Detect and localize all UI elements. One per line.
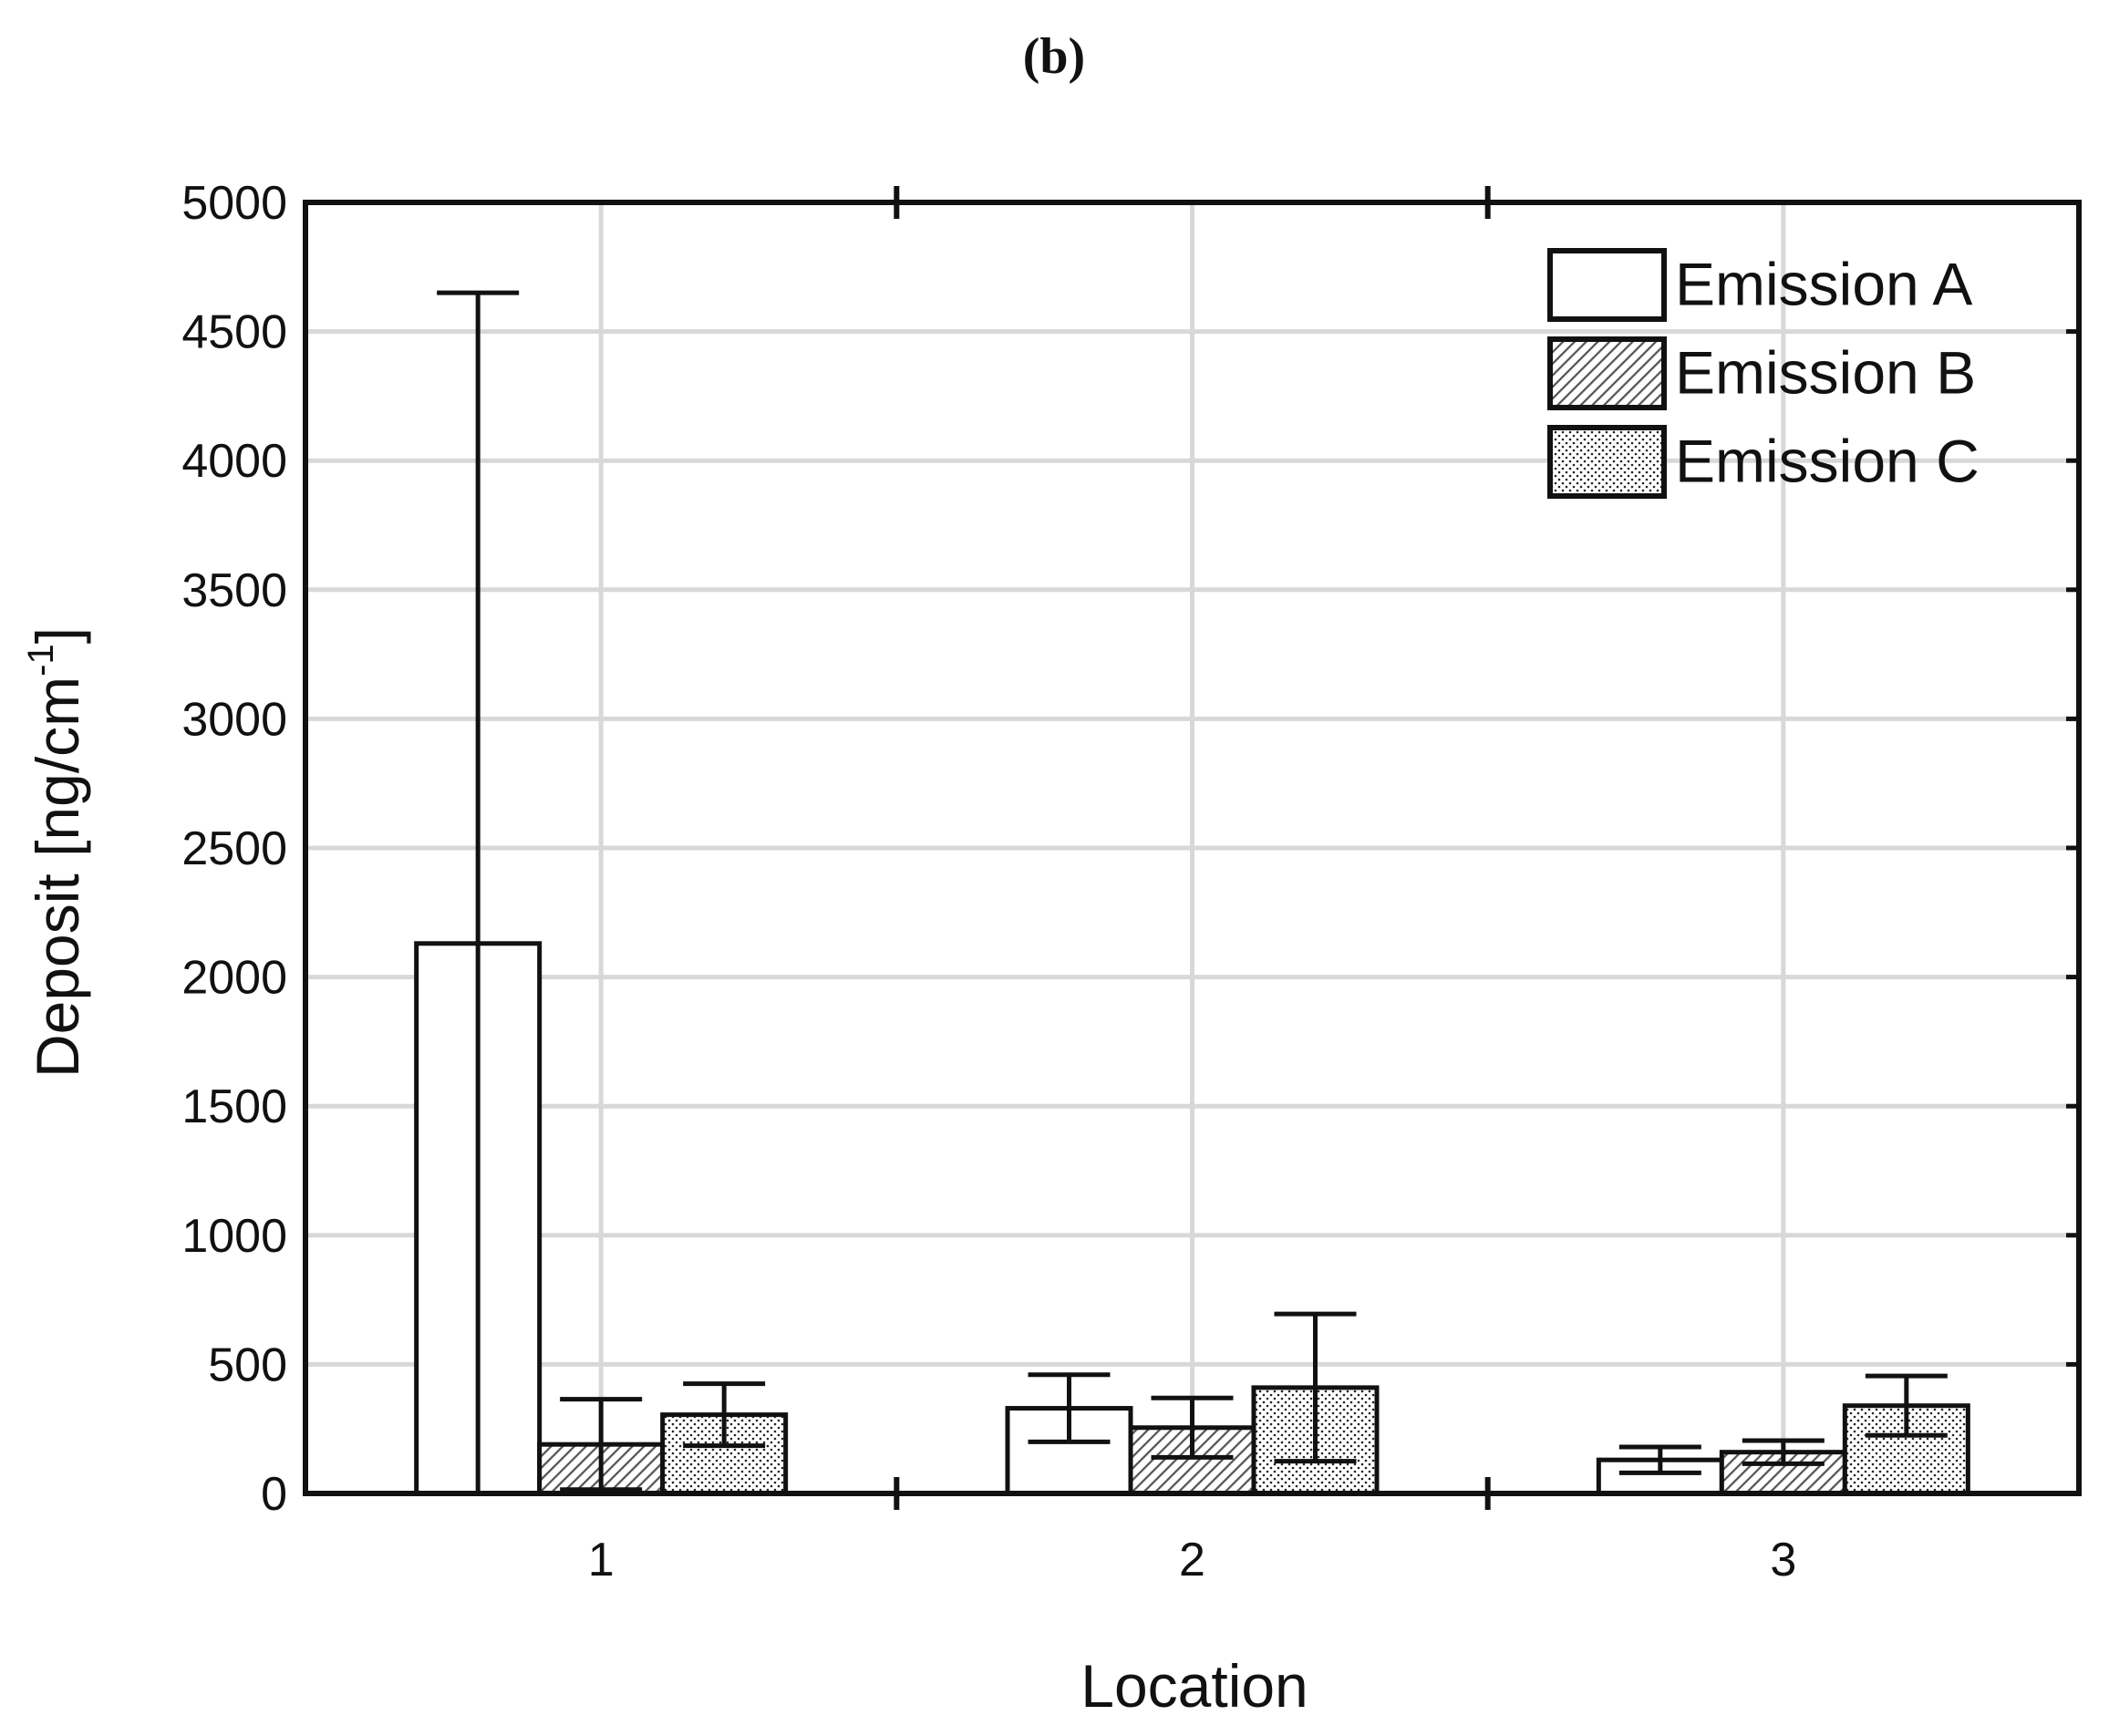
y-tick-label: 0 [261,1468,287,1521]
legend-label: Emission C [1675,428,1980,495]
y-tick-label: 1000 [181,1210,287,1263]
y-tick-label: 3500 [181,564,287,617]
x-tick-label: 1 [588,1534,615,1586]
legend-label: Emission A [1675,251,1972,318]
legend-swatch [1547,248,1667,322]
x-tick-label: 2 [1179,1534,1205,1586]
axis-ticks: 0 500 1000 1500 2000 2500 3000 3500 4000 4500 5000… [181,177,2079,1586]
x-tick-label: 3 [1770,1534,1796,1586]
y-axis-label-close: ] [24,627,91,644]
y-tick-label: 2000 [181,952,287,1005]
y-tick-label: 3000 [181,693,287,746]
y-tick-label: 500 [208,1338,287,1391]
y-tick-label: 4000 [181,435,287,488]
y-axis-label: Deposit [ng/cm-1] [21,627,91,1078]
y-tick-label: 2500 [181,822,287,875]
bars [414,290,1970,1496]
y-tick-label: 4500 [181,306,287,359]
legend-swatch [1547,425,1667,499]
grid [305,202,2079,1493]
legend: Emission A Emission B Emission C [1547,248,1980,499]
y-axis-label-superscript: -1 [21,644,61,677]
y-tick-label: 1500 [181,1080,287,1133]
y-tick-label: 5000 [181,177,287,230]
y-axis-label-main: Deposit [ng/cm [24,677,91,1078]
legend-swatch [1547,336,1667,410]
x-axis-label: Location [1080,1652,1308,1720]
panel-label: (b) [1023,28,1085,85]
legend-label: Emission B [1675,339,1976,407]
